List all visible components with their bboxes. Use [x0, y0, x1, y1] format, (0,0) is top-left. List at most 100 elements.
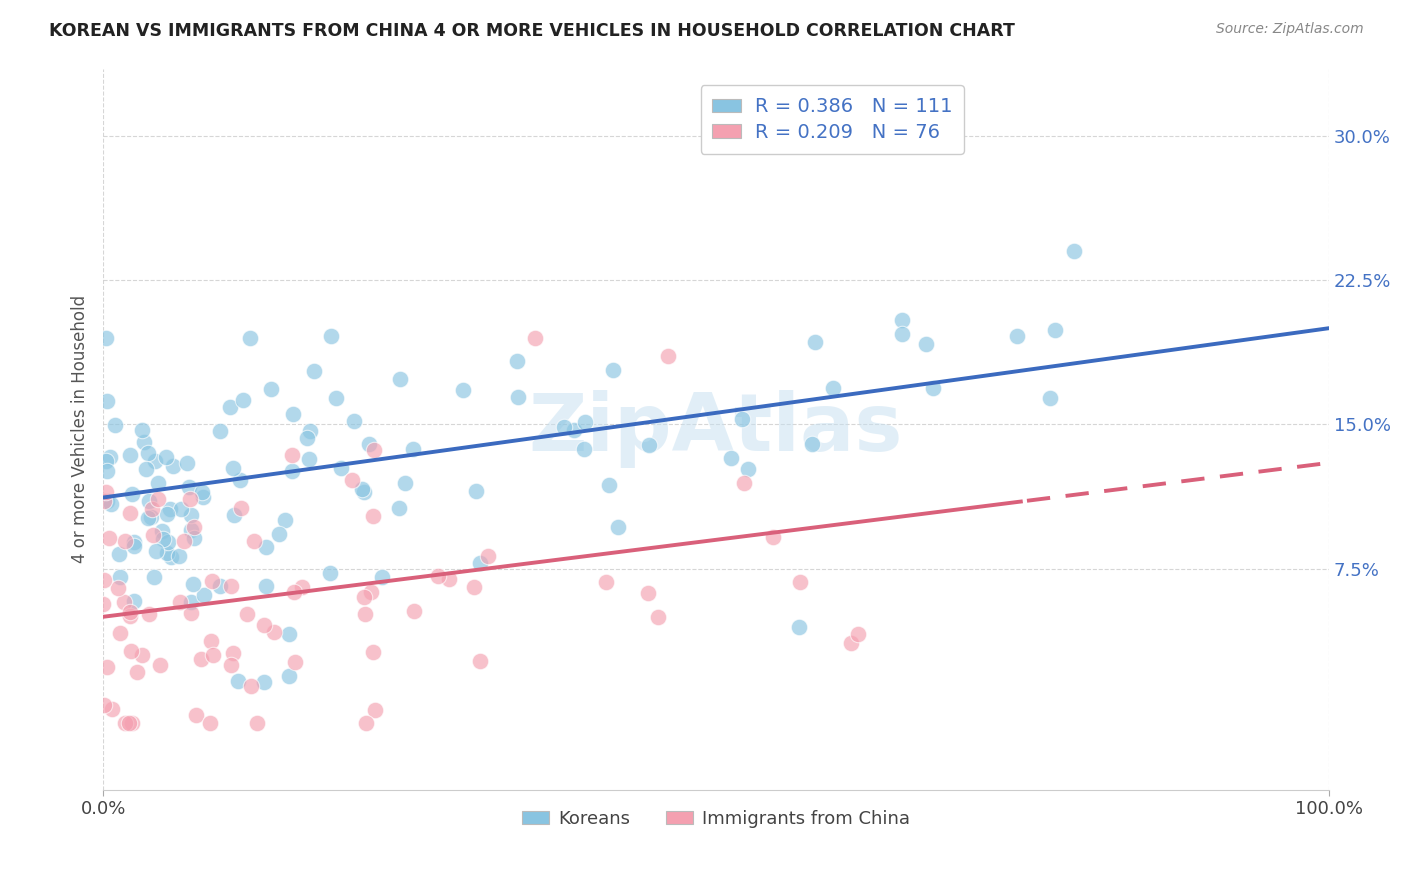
Point: [114, 534, 136, 549]
Point: [260, 382, 283, 396]
Point: [598, 478, 620, 492]
Point: [96, 484, 118, 499]
Point: [602, 362, 624, 376]
Point: [638, 438, 661, 452]
Point: [159, 550, 181, 565]
Point: [100, 702, 122, 716]
Point: [120, 644, 142, 658]
Point: [122, 593, 145, 607]
Point: [846, 626, 869, 640]
Point: [141, 502, 163, 516]
Point: [388, 501, 411, 516]
Point: [267, 527, 290, 541]
Point: [155, 450, 177, 464]
Point: [364, 703, 387, 717]
Point: [96, 494, 118, 508]
Point: [253, 617, 276, 632]
Point: [232, 392, 254, 407]
Point: [136, 511, 159, 525]
Point: [283, 584, 305, 599]
Point: [291, 580, 314, 594]
Point: [156, 507, 179, 521]
Point: [839, 636, 862, 650]
Point: [353, 591, 375, 605]
Point: [370, 570, 392, 584]
Point: [298, 452, 321, 467]
Point: [239, 331, 262, 345]
Point: [221, 646, 243, 660]
Point: [114, 715, 136, 730]
Point: [159, 502, 181, 516]
Point: [176, 456, 198, 470]
Point: [170, 502, 193, 516]
Point: [169, 595, 191, 609]
Point: [156, 546, 179, 560]
Point: [737, 462, 759, 476]
Point: [222, 508, 245, 522]
Point: [607, 520, 630, 534]
Point: [208, 579, 231, 593]
Point: [439, 572, 461, 586]
Point: [180, 508, 202, 522]
Point: [720, 450, 742, 465]
Point: [179, 480, 201, 494]
Point: [93, 493, 115, 508]
Point: [361, 644, 384, 658]
Point: [222, 461, 245, 475]
Point: [122, 534, 145, 549]
Point: [200, 715, 222, 730]
Point: [167, 549, 190, 563]
Point: [1039, 391, 1062, 405]
Point: [191, 490, 214, 504]
Point: [200, 634, 222, 648]
Point: [93, 698, 115, 713]
Point: [149, 658, 172, 673]
Point: [152, 532, 174, 546]
Point: [730, 411, 752, 425]
Point: [148, 475, 170, 490]
Point: [574, 442, 596, 456]
Point: [357, 437, 380, 451]
Point: [402, 442, 425, 456]
Point: [162, 459, 184, 474]
Point: [278, 669, 301, 683]
Point: [125, 665, 148, 680]
Point: [343, 414, 366, 428]
Point: [891, 327, 914, 342]
Point: [319, 329, 342, 343]
Point: [330, 461, 353, 475]
Point: [801, 436, 824, 450]
Point: [256, 540, 278, 554]
Point: [219, 579, 242, 593]
Point: [112, 595, 135, 609]
Point: [98, 531, 121, 545]
Point: [340, 473, 363, 487]
Point: [157, 535, 180, 549]
Point: [295, 431, 318, 445]
Point: [506, 354, 529, 368]
Point: [463, 581, 485, 595]
Point: [142, 528, 165, 542]
Point: [120, 506, 142, 520]
Point: [789, 620, 811, 634]
Point: [353, 607, 375, 621]
Point: [465, 484, 488, 499]
Point: [138, 493, 160, 508]
Point: [117, 715, 139, 730]
Point: [361, 508, 384, 523]
Point: [1005, 329, 1028, 343]
Point: [96, 330, 118, 344]
Point: [891, 313, 914, 327]
Point: [246, 715, 269, 730]
Point: [183, 531, 205, 545]
Point: [354, 715, 377, 730]
Point: [229, 500, 252, 515]
Point: [180, 606, 202, 620]
Point: [173, 533, 195, 548]
Point: [360, 585, 382, 599]
Point: [190, 652, 212, 666]
Point: [118, 609, 141, 624]
Point: [274, 513, 297, 527]
Text: Source: ZipAtlas.com: Source: ZipAtlas.com: [1216, 22, 1364, 37]
Point: [637, 586, 659, 600]
